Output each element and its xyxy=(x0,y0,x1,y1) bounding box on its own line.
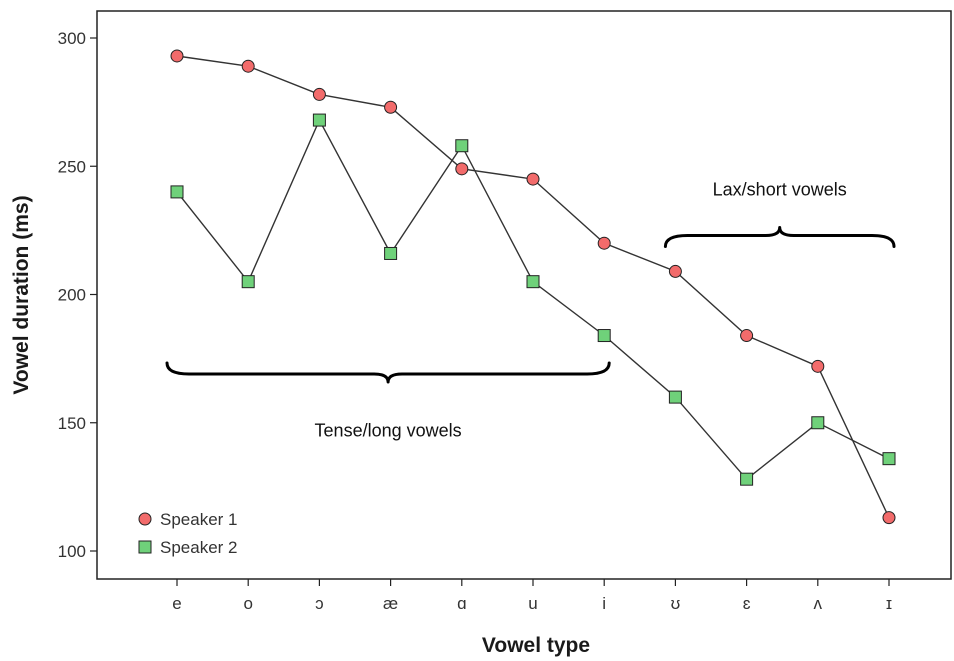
data-point-speaker1 xyxy=(384,100,398,114)
x-tick-label: ʊ xyxy=(671,594,681,613)
data-point-speaker2 xyxy=(384,246,398,260)
legend-label-speaker1: Speaker 1 xyxy=(160,510,238,529)
data-point-speaker1 xyxy=(597,236,611,250)
x-tick-label: e xyxy=(172,594,181,613)
data-point-speaker1 xyxy=(526,172,540,186)
data-point-speaker1 xyxy=(882,511,896,525)
x-tick-label: æ xyxy=(383,594,398,613)
x-tick-label: ʌ xyxy=(814,594,823,613)
data-point-speaker2 xyxy=(170,185,184,199)
data-point-speaker2 xyxy=(241,275,255,289)
data-point-speaker2 xyxy=(455,139,469,153)
legend-marker-speaker1 xyxy=(138,512,152,526)
data-point-speaker2 xyxy=(811,416,825,430)
data-point-speaker1 xyxy=(740,329,754,343)
x-tick-label: o xyxy=(243,594,252,613)
x-tick-label: ɪ xyxy=(886,594,892,613)
series-markers xyxy=(170,49,896,525)
x-axis-title: Vowel type xyxy=(482,634,590,657)
brace xyxy=(663,226,896,249)
y-tick-label: 200 xyxy=(58,286,86,305)
x-tick-label: ɔ xyxy=(315,594,324,613)
annotations: Tense/long vowels Lax/short vowels xyxy=(165,179,896,440)
data-point-speaker1 xyxy=(455,162,469,176)
data-point-speaker2 xyxy=(597,329,611,343)
annotation-label: Tense/long vowels xyxy=(315,420,462,440)
x-tick-label: u xyxy=(528,594,537,613)
x-tick-label: i xyxy=(602,594,606,613)
data-point-speaker1 xyxy=(312,87,326,101)
data-point-speaker1 xyxy=(668,264,682,278)
brace xyxy=(165,361,611,384)
x-tick-label: ɛ xyxy=(743,594,751,613)
x-tick-label: ɑ xyxy=(457,594,466,613)
y-axis: 100 150 200 250 300 xyxy=(58,29,97,561)
data-point-speaker2 xyxy=(526,275,540,289)
data-point-speaker2 xyxy=(740,472,754,486)
data-point-speaker1 xyxy=(170,49,184,63)
data-point-speaker1 xyxy=(241,59,255,73)
legend-marker-speaker2 xyxy=(138,540,152,554)
data-point-speaker2 xyxy=(882,452,896,466)
legend: Speaker 1 Speaker 2 xyxy=(138,510,238,557)
y-tick-label: 250 xyxy=(58,157,86,176)
data-point-speaker2 xyxy=(668,390,682,404)
data-point-speaker1 xyxy=(811,359,825,373)
plot-frame xyxy=(96,10,952,580)
data-point-speaker2 xyxy=(312,113,326,127)
y-tick-label: 300 xyxy=(58,29,86,48)
y-tick-label: 150 xyxy=(58,414,86,433)
y-axis-title: Vowel duration (ms) xyxy=(10,195,33,394)
y-tick-label: 100 xyxy=(58,542,86,561)
legend-label-speaker2: Speaker 2 xyxy=(160,538,238,557)
annotation-label: Lax/short vowels xyxy=(713,179,847,199)
